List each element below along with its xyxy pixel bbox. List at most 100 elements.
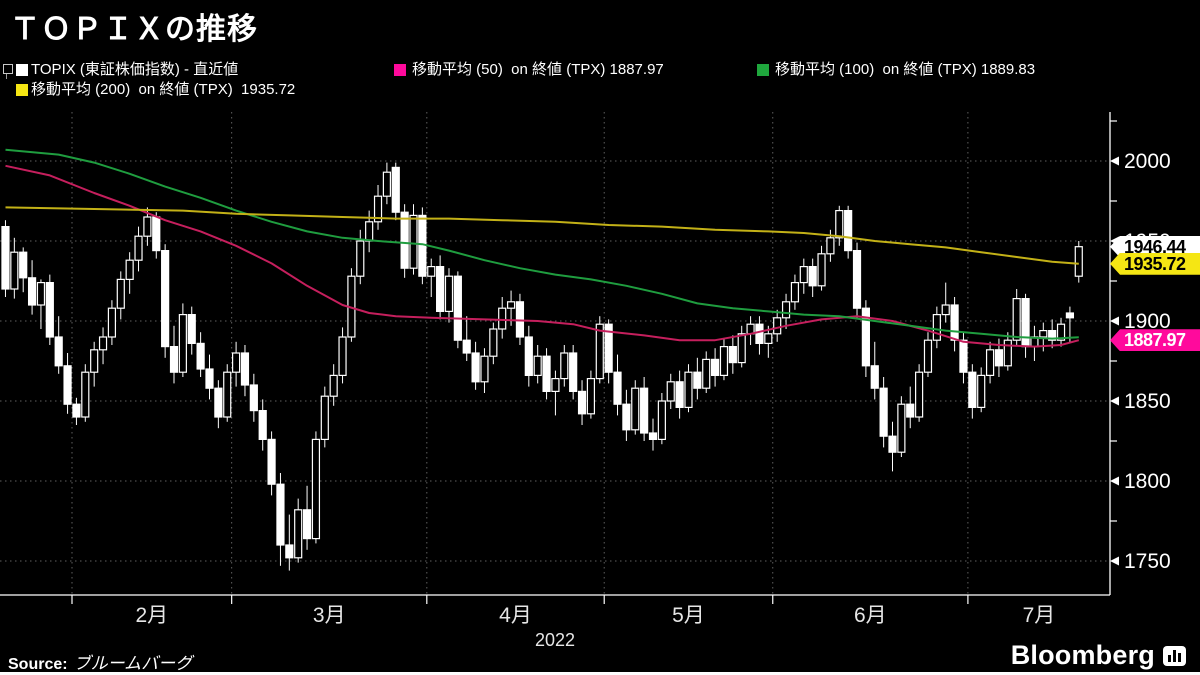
- candle-body-down: [276, 483, 285, 546]
- candle-body-up: [329, 374, 338, 397]
- candle-body-down: [968, 371, 977, 409]
- candle-body-up: [826, 237, 835, 255]
- candle-body-down: [285, 544, 294, 559]
- source-text: ブルームバーグ: [73, 654, 193, 673]
- candle-body-up: [586, 378, 596, 415]
- legend-label-ma200: 移動平均 (200) on 終値 (TPX) 1935.72: [31, 81, 296, 98]
- candle-body-down: [436, 266, 445, 313]
- candle-body-up: [1003, 339, 1012, 367]
- candle-body-up: [489, 328, 498, 357]
- x-axis-year-label: 2022: [535, 630, 575, 650]
- candle-body-up: [737, 333, 746, 364]
- candle-body-up: [1012, 298, 1021, 341]
- candle-body-up: [915, 371, 924, 418]
- bottom-divider: [0, 672, 1200, 675]
- candle-body-up: [480, 355, 489, 383]
- candle-body-down: [169, 346, 179, 373]
- candle-body-up: [1039, 330, 1048, 338]
- candle-body-up: [533, 355, 542, 377]
- candle-body-down: [994, 349, 1004, 367]
- bloomberg-logo: Bloomberg: [1011, 640, 1186, 671]
- candle-body-up: [143, 216, 152, 237]
- source-line: Source: ブルームバーグ: [8, 649, 192, 674]
- candle-body-down: [63, 365, 72, 405]
- candle-body-down: [861, 307, 870, 367]
- candle-body-up: [684, 371, 693, 409]
- y-axis-tick-arrow: [1110, 396, 1119, 406]
- candle-body-up: [116, 278, 125, 309]
- price-tag-topix-last-price: 1946.44: [1110, 235, 1200, 258]
- candle-body-down: [1048, 330, 1057, 341]
- candle-body-up: [382, 171, 391, 197]
- candle-body-down: [959, 339, 968, 373]
- candle-body-up: [897, 403, 906, 453]
- candle-body-down: [400, 211, 409, 269]
- candle-body-up: [125, 259, 134, 281]
- candle-body-down: [267, 438, 276, 485]
- candle-body-up: [764, 333, 773, 344]
- candle-body-down: [640, 387, 649, 434]
- ma50-swatch-icon: [394, 64, 406, 76]
- y-axis-tick-arrow: [1110, 476, 1119, 486]
- candle-body-up: [223, 371, 232, 418]
- candle-body-up: [985, 349, 995, 376]
- candle-body-up: [107, 307, 117, 338]
- candle-body-down: [950, 304, 959, 341]
- candle-body-up: [666, 381, 675, 402]
- candle-body-down: [45, 282, 54, 338]
- candle-body-down: [196, 342, 205, 370]
- candle-body-up: [356, 240, 365, 277]
- candle-body-down: [613, 371, 622, 405]
- candle-body-down: [27, 277, 37, 306]
- candle-body-down: [710, 358, 720, 376]
- candle-body-up: [1056, 323, 1066, 341]
- x-axis-month-label: 3月: [313, 604, 346, 627]
- candle-body-down: [54, 336, 63, 367]
- ma200-swatch-icon: [16, 84, 28, 96]
- legend-label-ma100: 移動平均 (100) on 終値 (TPX) 1889.83: [775, 61, 1036, 78]
- candle-body-up: [657, 400, 666, 441]
- candle-body-down: [870, 365, 879, 389]
- candle-body-up: [631, 387, 640, 431]
- candle-body-up: [595, 323, 604, 380]
- candle-body-down: [19, 251, 28, 279]
- y-axis-tick-arrow: [1110, 156, 1119, 166]
- candle-body-down: [648, 432, 658, 441]
- x-axis-month-label: 2月: [135, 604, 168, 627]
- candle-body-up: [719, 346, 729, 377]
- candle-body-down: [852, 250, 862, 309]
- candle-body-up: [178, 314, 187, 373]
- x-axis-month-label: 7月: [1023, 604, 1056, 627]
- y-axis-tick-arrow: [1110, 316, 1119, 326]
- candle-body-up: [320, 395, 329, 441]
- candle-body-down: [214, 387, 223, 418]
- candle-body-up: [444, 275, 454, 313]
- candle-body-up: [373, 195, 383, 223]
- candle-body-down: [152, 216, 161, 252]
- candle-body-up: [790, 282, 800, 303]
- candle-body-up: [977, 374, 986, 408]
- candle-body-down: [187, 314, 196, 345]
- ma200-line: [5, 206, 1079, 265]
- candle-body-down: [1021, 298, 1030, 348]
- candle-body-up: [311, 438, 321, 540]
- candle-body-up: [338, 336, 347, 377]
- ma100-line: [5, 148, 1079, 340]
- series-node-icon: [3, 64, 13, 79]
- candle-body-up: [134, 235, 143, 261]
- x-axis-month-label: 5月: [672, 604, 705, 627]
- candle-body-up: [294, 509, 303, 559]
- candle-body-down: [205, 368, 214, 389]
- candle-body-up: [799, 266, 808, 284]
- x-axis-month-label: 4月: [499, 604, 532, 627]
- candle-body-up: [941, 304, 950, 316]
- candle-body-down: [524, 336, 533, 377]
- candle-body-up: [498, 307, 507, 330]
- candle-body-down: [888, 435, 897, 453]
- candle-body-up: [409, 214, 418, 269]
- candle-body-down: [391, 166, 400, 213]
- candle-body-up: [932, 314, 941, 341]
- candle-body-up: [702, 358, 711, 389]
